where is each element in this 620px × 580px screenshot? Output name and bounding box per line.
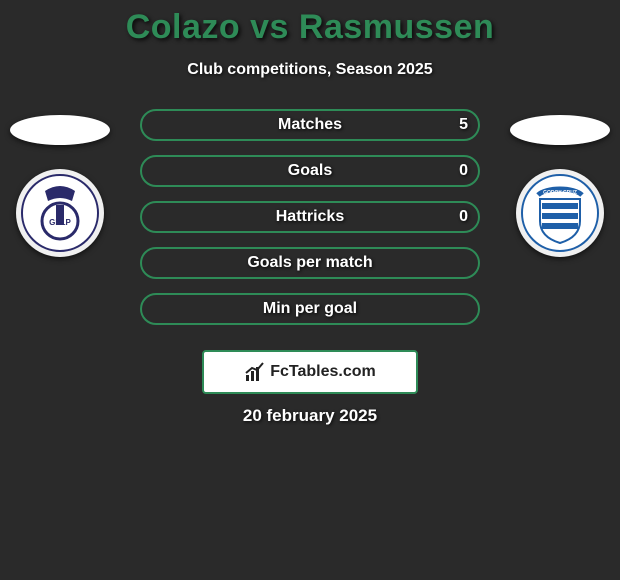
stat-row-hattricks: Hattricks 0 xyxy=(140,201,480,233)
stats-list: Matches 5 Goals 0 Hattricks 0 Goals per … xyxy=(140,109,480,339)
page-title: Colazo vs Rasmussen xyxy=(0,0,620,47)
subtitle: Club competitions, Season 2025 xyxy=(0,61,620,79)
right-player-avatar xyxy=(510,115,610,145)
stat-row-goals: Goals 0 xyxy=(140,155,480,187)
stat-row-matches: Matches 5 xyxy=(140,109,480,141)
right-player-column: GODOY CRUZ xyxy=(500,109,620,257)
svg-text:GELP: GELP xyxy=(49,218,71,227)
stat-right-value: 0 xyxy=(459,208,468,226)
stat-label: Goals xyxy=(288,162,332,180)
stat-right-value: 0 xyxy=(459,162,468,180)
chart-icon xyxy=(244,361,266,383)
stat-label: Min per goal xyxy=(263,300,357,318)
stat-row-goals-per-match: Goals per match xyxy=(140,247,480,279)
brand-text: FcTables.com xyxy=(270,363,376,381)
left-player-column: GELP xyxy=(0,109,120,257)
stat-label: Goals per match xyxy=(247,254,372,272)
left-player-avatar xyxy=(10,115,110,145)
stat-label: Matches xyxy=(278,116,342,134)
godoy-cruz-badge-icon: GODOY CRUZ xyxy=(520,173,600,253)
brand-box[interactable]: FcTables.com xyxy=(202,350,418,394)
svg-text:GODOY CRUZ: GODOY CRUZ xyxy=(543,190,577,196)
stat-label: Hattricks xyxy=(276,208,344,226)
left-club-badge: GELP xyxy=(16,169,104,257)
right-club-badge: GODOY CRUZ xyxy=(516,169,604,257)
gimnasia-badge-icon: GELP xyxy=(20,173,100,253)
stat-row-min-per-goal: Min per goal xyxy=(140,293,480,325)
stat-right-value: 5 xyxy=(459,116,468,134)
date-text: 20 february 2025 xyxy=(0,406,620,426)
